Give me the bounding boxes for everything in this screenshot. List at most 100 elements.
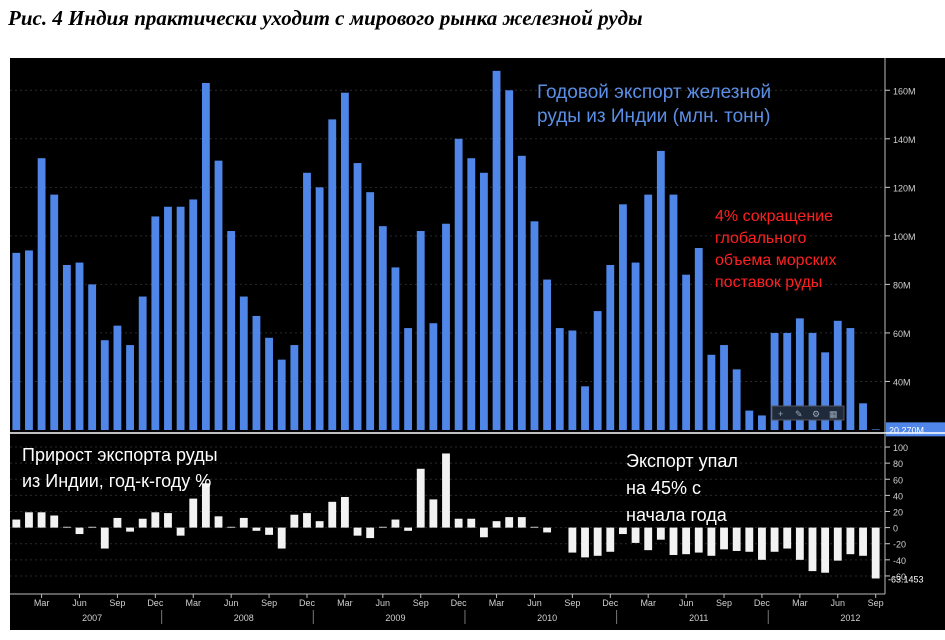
export-bar xyxy=(429,323,438,430)
export-bar xyxy=(366,192,375,430)
growth-bars xyxy=(12,453,880,579)
export-bar xyxy=(656,150,665,430)
drop-annotation: на 45% с xyxy=(626,478,701,498)
x-month-label: Sep xyxy=(716,598,732,608)
growth-bar xyxy=(88,526,97,528)
growth-bar xyxy=(808,527,817,572)
growth-bar xyxy=(126,527,134,532)
growth-bar xyxy=(859,527,867,556)
export-bar xyxy=(593,311,602,430)
growth-bar xyxy=(227,526,236,528)
growth-bar xyxy=(277,527,286,549)
drop-annotation: Экспорт упал xyxy=(626,451,738,471)
y-tick-label: 80M xyxy=(893,280,911,290)
export-bar xyxy=(454,138,463,431)
x-month-label: Mar xyxy=(337,598,353,608)
last-value-label: 20.270M xyxy=(889,425,924,435)
y-tick-label: 160M xyxy=(893,86,916,96)
growth-bar xyxy=(669,527,678,555)
growth-bar xyxy=(404,527,413,531)
top-annotations: Годовой экспорт железной руды из Индии (м… xyxy=(537,82,837,291)
growth-bar xyxy=(593,527,602,556)
x-month-label: Mar xyxy=(185,598,201,608)
export-bar xyxy=(391,267,400,430)
growth-bar xyxy=(366,527,375,539)
export-bar xyxy=(783,332,792,430)
export-bar xyxy=(619,204,627,430)
growth-bar xyxy=(416,468,425,528)
y-tick-label: 20 xyxy=(893,507,903,517)
export-bar xyxy=(871,429,880,430)
export-bar xyxy=(164,206,172,430)
export-bar xyxy=(720,345,728,430)
export-bar xyxy=(189,199,198,430)
export-bar xyxy=(530,221,539,430)
growth-bar xyxy=(37,512,46,528)
x-month-label: Dec xyxy=(147,598,164,608)
growth-bar xyxy=(720,527,728,550)
growth-bar xyxy=(391,519,400,528)
export-bar xyxy=(758,415,766,430)
decline-annotation: 4% сокращение xyxy=(715,208,833,225)
x-month-label: Jun xyxy=(831,598,846,608)
growth-bar xyxy=(581,527,589,558)
chart-panel: 40M 60M 80M 100M 120M 140M 160M 20.270M Годовой… xyxy=(10,58,945,630)
growth-bar xyxy=(656,527,665,540)
y-tick-label: 100M xyxy=(893,232,916,242)
toolbar-background xyxy=(771,405,845,421)
export-bar xyxy=(694,248,703,430)
export-bars xyxy=(12,70,880,431)
export-chart-title: Годовой экспорт железной xyxy=(537,82,771,103)
export-bar xyxy=(517,155,526,430)
growth-bar xyxy=(694,527,703,553)
x-year-label: 2007 xyxy=(82,613,102,623)
growth-bar xyxy=(619,527,627,535)
export-bar xyxy=(492,70,501,430)
growth-bar xyxy=(732,527,741,551)
growth-bar xyxy=(113,517,122,528)
export-bar xyxy=(770,332,779,430)
growth-bar xyxy=(833,527,842,561)
growth-bar xyxy=(378,526,387,528)
y-tick-label: 80 xyxy=(893,459,903,469)
growth-bar xyxy=(214,516,223,528)
export-bar xyxy=(353,163,362,431)
decline-annotation: объема морских xyxy=(715,252,837,269)
export-bar xyxy=(846,328,855,430)
export-bar xyxy=(126,345,134,430)
growth-bar xyxy=(871,527,880,579)
export-bar xyxy=(644,194,653,430)
bottom-annotations: Прирост экспорта руды из Индии, год-к-год… xyxy=(22,445,738,525)
export-bar xyxy=(340,92,349,430)
growth-bar xyxy=(682,527,691,555)
growth-bar xyxy=(239,517,248,528)
x-month-label: Dec xyxy=(299,598,316,608)
growth-bar xyxy=(758,527,766,560)
export-bar xyxy=(303,172,311,431)
export-bar xyxy=(732,369,741,430)
growth-chart-title: из Индии, год-к-году % xyxy=(22,471,211,491)
growth-bar xyxy=(100,527,109,549)
y-tick-label: 100 xyxy=(893,443,908,453)
x-month-label: Sep xyxy=(868,598,884,608)
export-bar xyxy=(682,274,691,430)
y-tick-label: 40M xyxy=(893,377,911,387)
growth-bar xyxy=(25,512,33,528)
bottom-y-axis: -60 -40 -20 0 20 40 60 80 100 -63.1453 xyxy=(884,433,924,594)
chart-toolbar: + ✎ ⚙ ▦ xyxy=(771,405,845,421)
growth-bar xyxy=(517,517,526,528)
y-tick-label: 40 xyxy=(893,491,903,501)
export-bar xyxy=(416,231,425,430)
export-bar xyxy=(25,250,33,430)
export-bar xyxy=(227,231,236,430)
growth-bar xyxy=(467,518,476,528)
y-tick-label: 120M xyxy=(893,183,916,193)
pencil-icon: ✎ xyxy=(795,409,803,419)
y-tick-label: -40 xyxy=(893,556,906,566)
y-tick-label: -60 xyxy=(893,572,906,582)
export-bar xyxy=(505,90,514,430)
growth-bar xyxy=(606,527,615,552)
export-bar xyxy=(252,315,261,430)
plus-icon: + xyxy=(778,409,783,419)
growth-bar xyxy=(783,527,792,549)
